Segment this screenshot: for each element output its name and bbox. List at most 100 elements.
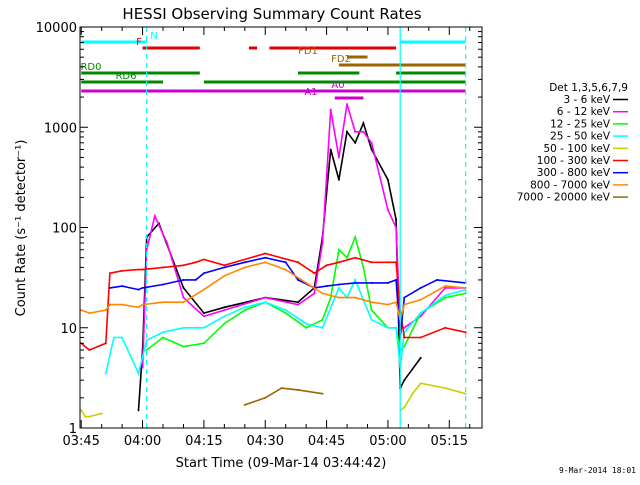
footer-date: 9-Mar-2014 18:01 bbox=[559, 466, 636, 475]
data-point bbox=[411, 392, 414, 395]
y-tick-label: 10 bbox=[60, 322, 77, 337]
data-point bbox=[108, 272, 111, 275]
flag-a1: A1 bbox=[304, 87, 364, 100]
data-point bbox=[223, 315, 226, 318]
flag-label: FD2 bbox=[331, 54, 351, 65]
data-point bbox=[243, 266, 246, 269]
data-point bbox=[386, 326, 389, 329]
data-point bbox=[297, 261, 299, 264]
data-point bbox=[403, 326, 406, 329]
data-point bbox=[88, 349, 91, 351]
data-point bbox=[370, 281, 373, 284]
data-point bbox=[395, 278, 398, 281]
flag-label: FD1 bbox=[298, 46, 318, 57]
data-point bbox=[321, 242, 324, 244]
chart-title: HESSI Observing Summary Count Rates bbox=[122, 5, 421, 23]
data-point bbox=[419, 336, 422, 339]
y-axis-title: Count Rate (s⁻¹ detector⁻¹) bbox=[14, 140, 29, 317]
y-tick-label: 1 bbox=[69, 422, 77, 437]
data-point bbox=[325, 285, 328, 288]
data-point bbox=[305, 322, 308, 325]
flag-fd2: FD2 bbox=[331, 54, 466, 67]
data-point bbox=[337, 156, 340, 159]
y-tick-label: 100 bbox=[52, 222, 77, 237]
data-point bbox=[141, 268, 144, 271]
data-point bbox=[403, 345, 406, 348]
markers-layer bbox=[146, 27, 467, 428]
data-point bbox=[354, 236, 357, 239]
series-line-100-300-kev bbox=[80, 252, 466, 351]
data-point bbox=[162, 336, 164, 339]
data-point bbox=[354, 256, 357, 259]
legend-title: Det 1,3,5,6,7,9 bbox=[549, 82, 628, 94]
data-point bbox=[321, 326, 324, 329]
data-point bbox=[403, 379, 406, 382]
data-point bbox=[395, 326, 398, 329]
x-axis-title: Start Time (09-Mar-14 03:44:42) bbox=[176, 456, 387, 471]
data-point bbox=[354, 130, 357, 133]
data-point bbox=[354, 141, 357, 144]
data-point bbox=[145, 248, 148, 251]
data-point bbox=[436, 278, 438, 281]
data-point bbox=[182, 326, 185, 329]
y-tick-label: 1000 bbox=[44, 121, 77, 136]
x-tick-label: 05:00 bbox=[369, 434, 406, 449]
data-point bbox=[264, 252, 267, 255]
data-point bbox=[182, 345, 185, 348]
data-point bbox=[419, 356, 422, 359]
data-point bbox=[444, 387, 447, 390]
x-tick-label: 04:00 bbox=[124, 434, 161, 449]
data-point bbox=[354, 296, 357, 299]
data-point bbox=[88, 312, 91, 315]
y-tick-label: 10000 bbox=[36, 21, 77, 36]
data-point bbox=[362, 122, 365, 125]
legend-label: 100 - 300 keV bbox=[537, 155, 611, 167]
data-point bbox=[112, 336, 115, 339]
data-point bbox=[321, 392, 324, 395]
data-point bbox=[202, 258, 205, 261]
data-point bbox=[337, 286, 340, 289]
data-point bbox=[243, 261, 246, 264]
data-point bbox=[284, 268, 287, 271]
x-tick-label: 05:15 bbox=[431, 434, 468, 449]
data-point bbox=[202, 272, 205, 275]
data-point bbox=[84, 415, 87, 418]
series-line-300-800-kev bbox=[109, 256, 466, 338]
data-point bbox=[346, 103, 348, 106]
data-point bbox=[88, 415, 91, 418]
legend-label: 7000 - 20000 keV bbox=[517, 192, 611, 204]
data-point bbox=[280, 387, 283, 390]
data-point bbox=[337, 283, 340, 286]
legend-label: 12 - 25 keV bbox=[550, 118, 611, 130]
data-point bbox=[223, 322, 226, 325]
legend-label: 800 - 7000 keV bbox=[530, 179, 611, 191]
data-point bbox=[141, 366, 144, 369]
x-tick-label: 04:45 bbox=[308, 434, 345, 449]
data-point bbox=[202, 288, 205, 291]
data-point bbox=[284, 261, 287, 264]
data-point bbox=[182, 264, 185, 267]
data-point bbox=[444, 286, 447, 289]
legend-label: 300 - 800 keV bbox=[537, 167, 611, 179]
data-point bbox=[403, 406, 406, 409]
data-point bbox=[202, 315, 205, 318]
data-point bbox=[346, 256, 348, 259]
data-point bbox=[182, 301, 185, 304]
data-point bbox=[202, 326, 205, 329]
data-point bbox=[243, 403, 246, 406]
data-point bbox=[108, 303, 111, 306]
data-point bbox=[202, 312, 205, 315]
data-point bbox=[104, 309, 107, 312]
data-point bbox=[100, 412, 103, 415]
flag-label: F bbox=[136, 37, 142, 48]
data-point bbox=[370, 301, 373, 304]
data-point bbox=[370, 148, 373, 151]
flag-label: N bbox=[150, 31, 157, 42]
data-point bbox=[264, 256, 267, 259]
data-point bbox=[182, 296, 185, 299]
data-point bbox=[386, 208, 389, 211]
axes-layer: 1 10 100 1000 10000 03:45 04:00 04:15 04:30 04:45… bbox=[36, 21, 482, 449]
data-point bbox=[182, 278, 185, 281]
data-point bbox=[297, 303, 299, 306]
